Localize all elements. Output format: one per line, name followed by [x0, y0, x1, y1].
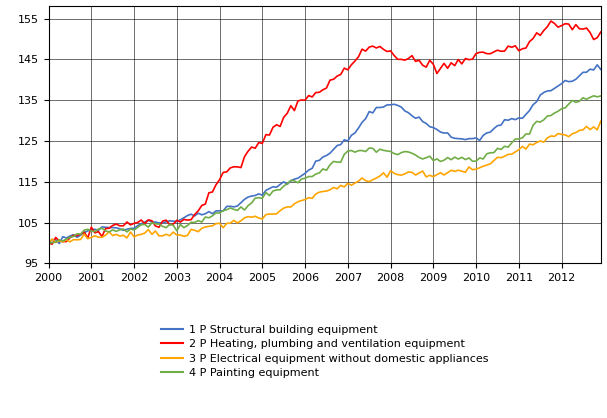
2 P Heating, plumbing and ventilation equipment: [49, 242, 56, 247]
1 P Structural building equipment: [45, 240, 52, 245]
3 P Electrical equipment without domestic appliances: [426, 173, 433, 178]
2 P Heating, plumbing and ventilation equipment: [494, 48, 501, 53]
2 P Heating, plumbing and ventilation equipment: [597, 29, 605, 34]
Line: 3 P Electrical equipment without domestic appliances: 3 P Electrical equipment without domesti…: [49, 121, 601, 243]
1 P Structural building equipment: [376, 105, 384, 110]
Line: 4 P Painting equipment: 4 P Painting equipment: [49, 96, 601, 243]
3 P Electrical equipment without domestic appliances: [45, 240, 52, 245]
Line: 1 P Structural building equipment: 1 P Structural building equipment: [49, 65, 601, 244]
2 P Heating, plumbing and ventilation equipment: [376, 44, 384, 49]
4 P Painting equipment: [373, 150, 380, 155]
1 P Structural building equipment: [594, 62, 601, 67]
4 P Painting equipment: [597, 94, 605, 99]
3 P Electrical equipment without domestic appliances: [597, 119, 605, 124]
3 P Electrical equipment without domestic appliances: [251, 214, 259, 219]
1 P Structural building equipment: [255, 191, 262, 196]
2 P Heating, plumbing and ventilation equipment: [430, 62, 437, 67]
1 P Structural building equipment: [56, 241, 63, 246]
2 P Heating, plumbing and ventilation equipment: [548, 18, 555, 23]
Line: 2 P Heating, plumbing and ventilation equipment: 2 P Heating, plumbing and ventilation eq…: [49, 21, 601, 244]
3 P Electrical equipment without domestic appliances: [184, 233, 191, 238]
1 P Structural building equipment: [494, 123, 501, 128]
2 P Heating, plumbing and ventilation equipment: [277, 124, 284, 129]
2 P Heating, plumbing and ventilation equipment: [188, 217, 195, 222]
1 P Structural building equipment: [188, 212, 195, 217]
4 P Painting equipment: [45, 240, 52, 245]
1 P Structural building equipment: [430, 125, 437, 130]
3 P Electrical equipment without domestic appliances: [273, 211, 280, 216]
4 P Painting equipment: [490, 150, 498, 155]
Legend: 1 P Structural building equipment, 2 P Heating, plumbing and ventilation equipme: 1 P Structural building equipment, 2 P H…: [157, 320, 493, 382]
4 P Painting equipment: [426, 154, 433, 159]
4 P Painting equipment: [184, 223, 191, 228]
2 P Heating, plumbing and ventilation equipment: [255, 140, 262, 145]
4 P Painting equipment: [251, 196, 259, 201]
4 P Painting equipment: [590, 93, 597, 98]
1 P Structural building equipment: [597, 67, 605, 72]
3 P Electrical equipment without domestic appliances: [373, 176, 380, 181]
4 P Painting equipment: [273, 187, 280, 192]
2 P Heating, plumbing and ventilation equipment: [45, 240, 52, 245]
3 P Electrical equipment without domestic appliances: [490, 158, 498, 163]
1 P Structural building equipment: [277, 182, 284, 187]
